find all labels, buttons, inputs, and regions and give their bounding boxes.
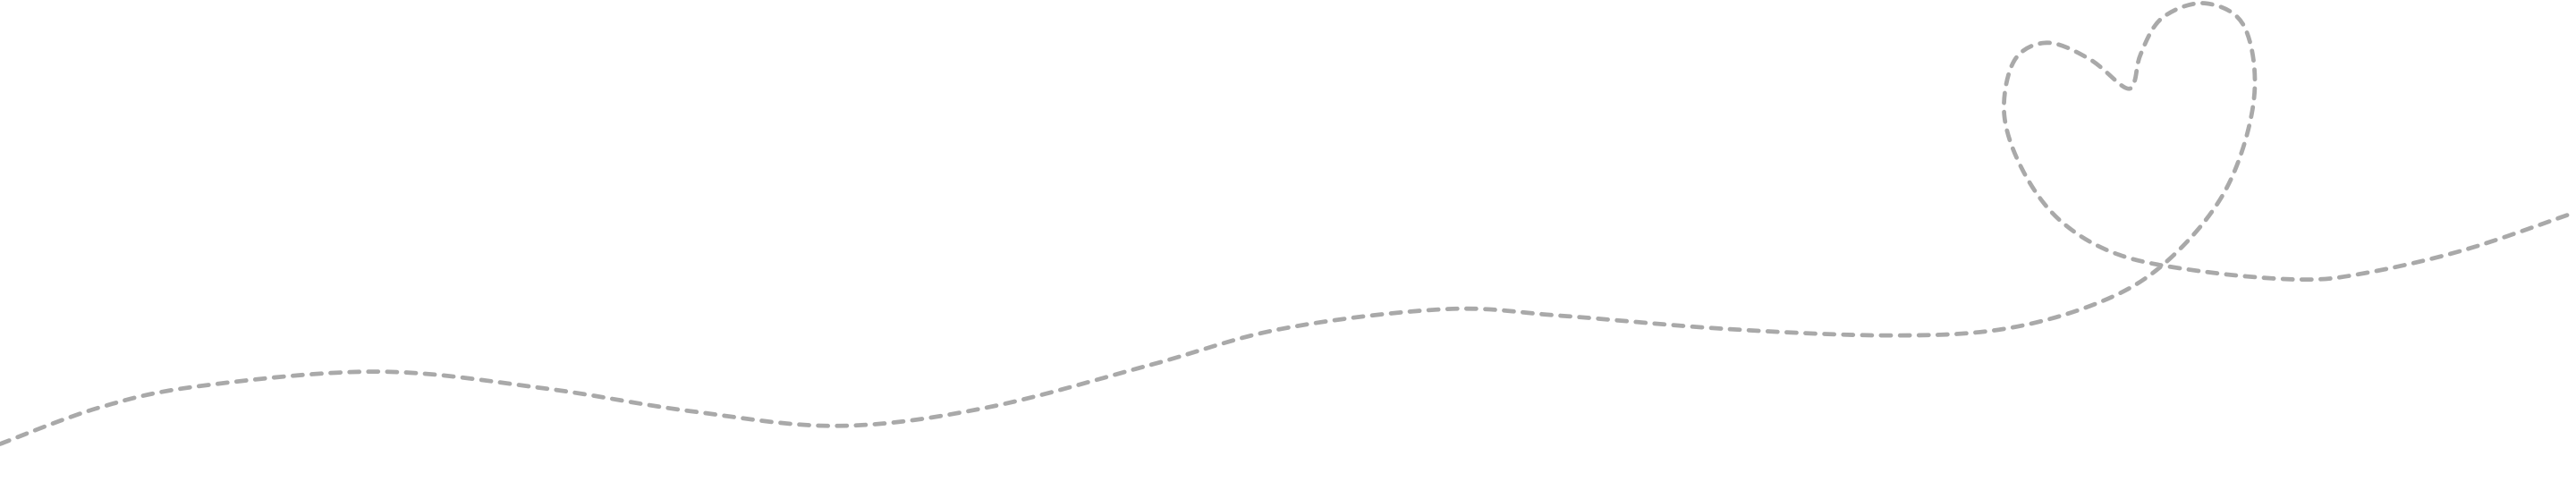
dashed-heart-path	[0, 1, 2573, 446]
